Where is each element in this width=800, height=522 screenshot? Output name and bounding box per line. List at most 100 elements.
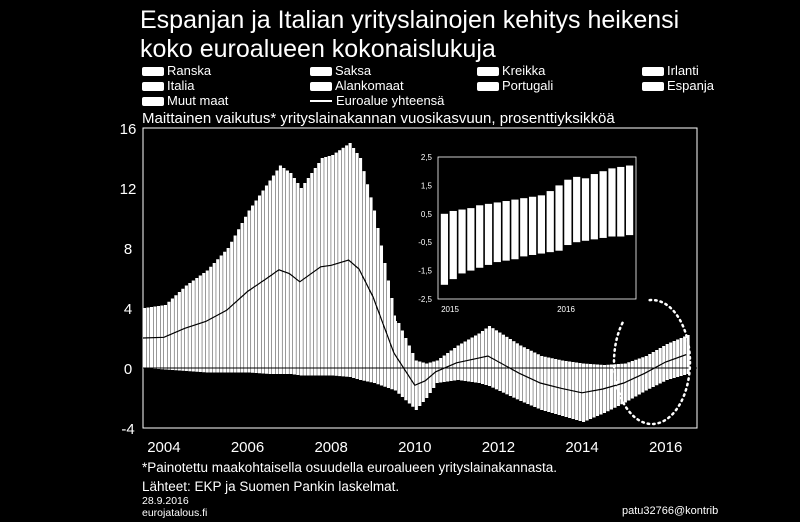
bar [237, 229, 241, 373]
legend-item-irlanti: Irlanti [642, 64, 699, 78]
legend-label: Saksa [335, 63, 372, 78]
inset-bar [511, 199, 519, 260]
publish-date: 28.9.2016 [142, 495, 189, 507]
inset-y-tick-label: 2,5 [421, 153, 433, 162]
bar [303, 183, 307, 376]
inset-y-tick-label: 0,5 [421, 210, 433, 219]
legend-label: Irlanti [667, 63, 699, 78]
bar [240, 223, 244, 373]
legend-item-ranska: Ranska [142, 64, 211, 78]
bar [383, 263, 387, 387]
bar [355, 153, 359, 379]
legend-swatch [142, 81, 164, 91]
bar [623, 363, 627, 403]
bar [644, 356, 648, 391]
legend-swatch [142, 66, 164, 76]
legend-swatch [142, 96, 164, 106]
legend-label: Italia [167, 78, 195, 93]
bar [296, 183, 300, 375]
bar [313, 168, 317, 376]
bar [637, 358, 641, 395]
title-line-1: Espanjan ja Italian yrityslainojen kehit… [140, 6, 680, 34]
inset-bar [493, 202, 501, 263]
inset-bar [617, 166, 625, 237]
site-name: eurojatalous.fi [142, 507, 208, 519]
bar [369, 197, 373, 383]
legend-item-italia: Italia [142, 79, 194, 93]
chart-title: Espanjan ja Italian yrityslainojen kehit… [140, 6, 679, 64]
legend-swatch [477, 66, 499, 76]
bar [400, 330, 404, 397]
inset-bar [573, 176, 581, 243]
bar [432, 361, 436, 388]
bar [306, 178, 310, 376]
bar [292, 178, 296, 375]
legend-item-kreikka: Kreikka [477, 64, 545, 78]
inset-bar [564, 179, 572, 246]
legend-swatch [642, 66, 664, 76]
bar [261, 190, 265, 374]
x-tick-label: 2008 [314, 439, 347, 456]
bar [244, 216, 248, 373]
bar [505, 336, 509, 395]
bar [529, 350, 533, 406]
legend-label: Kreikka [502, 63, 546, 78]
inset-bar [625, 165, 634, 236]
inset-frame [437, 156, 637, 300]
bar [526, 349, 530, 404]
bar [264, 185, 269, 374]
x-tick-label: 2012 [482, 439, 515, 456]
bar [348, 143, 352, 377]
bar [257, 195, 262, 374]
inset-bar [608, 168, 616, 237]
bar [275, 170, 279, 374]
bar [515, 343, 519, 400]
inset-y-tick-label: -2,5 [418, 295, 432, 304]
bar [212, 263, 216, 373]
inset-bar [484, 203, 493, 265]
y-tick-label: 4 [124, 301, 132, 318]
bar [651, 352, 655, 387]
inset-bar [590, 174, 598, 240]
bar [251, 205, 255, 373]
x-tick-label: 2014 [565, 439, 598, 456]
inset-bar [555, 185, 563, 251]
bar [379, 245, 384, 386]
legend-item-muut-maat: Muut maat [142, 94, 228, 108]
bar [216, 259, 220, 373]
x-tick-label: 2004 [147, 439, 180, 456]
bar [247, 210, 251, 373]
footnote: *Painotettu maakohtaisella osuudella eur… [142, 460, 558, 475]
title-line-2: koko euroalueen kokonaislukuja [140, 35, 496, 63]
bar [630, 361, 634, 399]
bar [226, 248, 230, 373]
bar [641, 357, 645, 393]
x-tick-label: 2016 [649, 439, 682, 456]
legend-item-portugali: Portugali [477, 79, 553, 93]
bar [299, 188, 303, 376]
inset-x-tick-label: 2015 [441, 305, 459, 314]
plot-frame [142, 127, 698, 429]
chart-subtitle: Maittainen vaikutus* yrityslainakannan v… [142, 110, 615, 127]
inset-bar [520, 198, 528, 257]
bar [233, 235, 237, 373]
legend-line [310, 100, 332, 102]
bar [386, 280, 390, 388]
legend-label: Euroalue yhteensä [336, 93, 445, 108]
bar [512, 341, 516, 398]
bar [686, 335, 690, 374]
bar [487, 326, 492, 386]
bar [494, 330, 498, 390]
bar [428, 362, 432, 393]
inset-bar [458, 209, 466, 274]
legend-swatch [477, 81, 499, 91]
y-tick-label: -4 [121, 421, 134, 438]
inset-x-tick-label: 2016 [557, 305, 575, 314]
inset-bar [537, 195, 546, 254]
inset-y-tick-label: 1,5 [421, 181, 433, 190]
legend-swatch [310, 81, 332, 91]
legend-label: Ranska [167, 63, 212, 78]
bar [411, 353, 415, 407]
bar [362, 171, 366, 381]
